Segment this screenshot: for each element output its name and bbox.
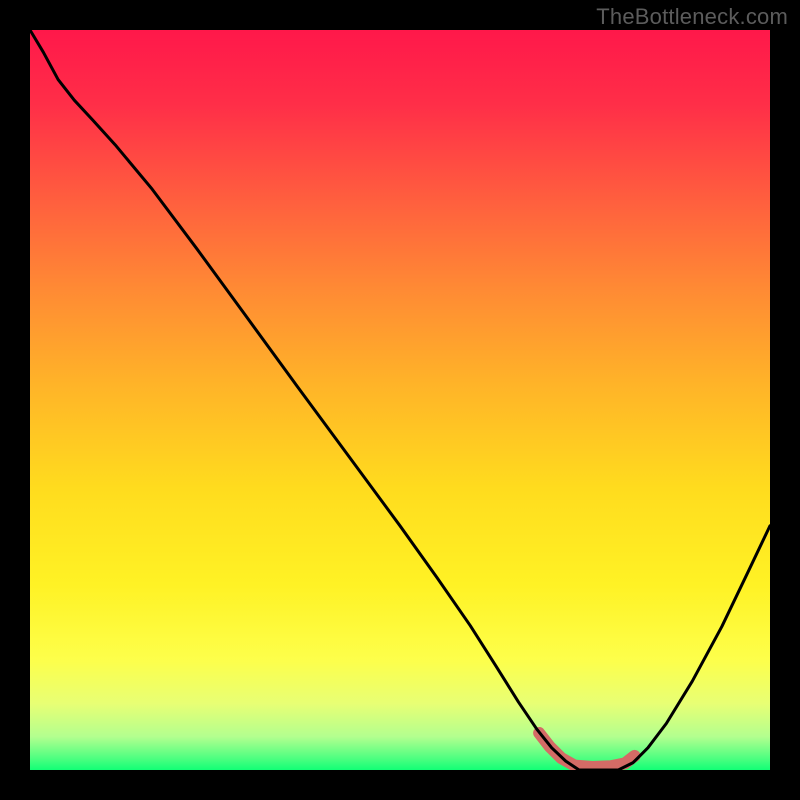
- main-curve: [30, 30, 770, 770]
- curve-layer: [30, 30, 770, 770]
- watermark-text: TheBottleneck.com: [596, 4, 788, 30]
- plot-area: [30, 30, 770, 770]
